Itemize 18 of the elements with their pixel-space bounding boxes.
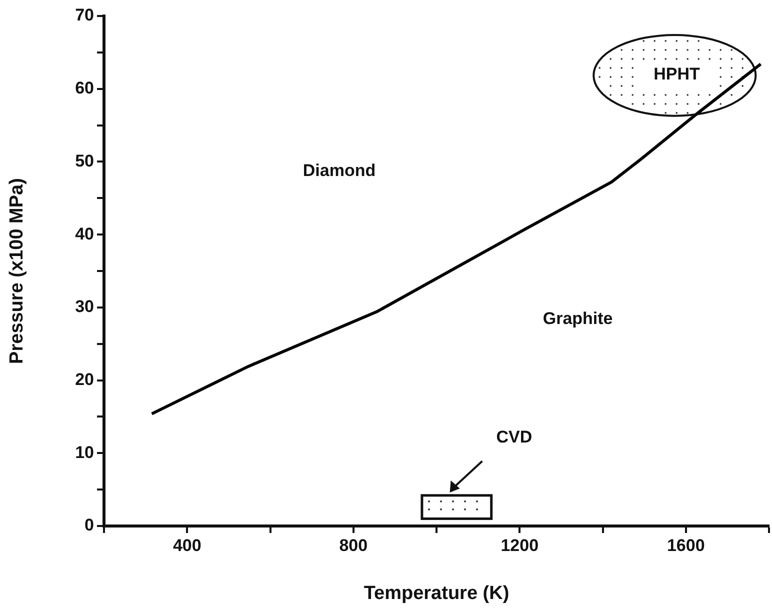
- annotation: Graphite: [542, 308, 613, 328]
- y-tick-label: 30: [75, 297, 94, 316]
- y-tick-label: 70: [75, 6, 94, 25]
- x-tick-label: 400: [172, 536, 202, 555]
- y-tick-label: 0: [84, 516, 94, 535]
- x-tick-label: 1600: [666, 536, 705, 555]
- y-tick-label: 20: [75, 370, 94, 389]
- x-axis-title: Temperature (K): [364, 582, 510, 604]
- annotation: HPHT: [654, 64, 700, 84]
- y-axis-title: Pressure (x100 MPa): [6, 178, 28, 364]
- x-tick-label: 800: [339, 536, 368, 555]
- y-tick-label: 60: [75, 78, 94, 98]
- x-tick-label: 1200: [500, 536, 539, 555]
- annotation: CVD: [496, 428, 532, 447]
- y-tick-label: 40: [75, 224, 94, 244]
- y-tick-label: 10: [75, 442, 94, 462]
- annotation: Diamond: [302, 160, 376, 180]
- y-tick-label: 50: [75, 151, 94, 170]
